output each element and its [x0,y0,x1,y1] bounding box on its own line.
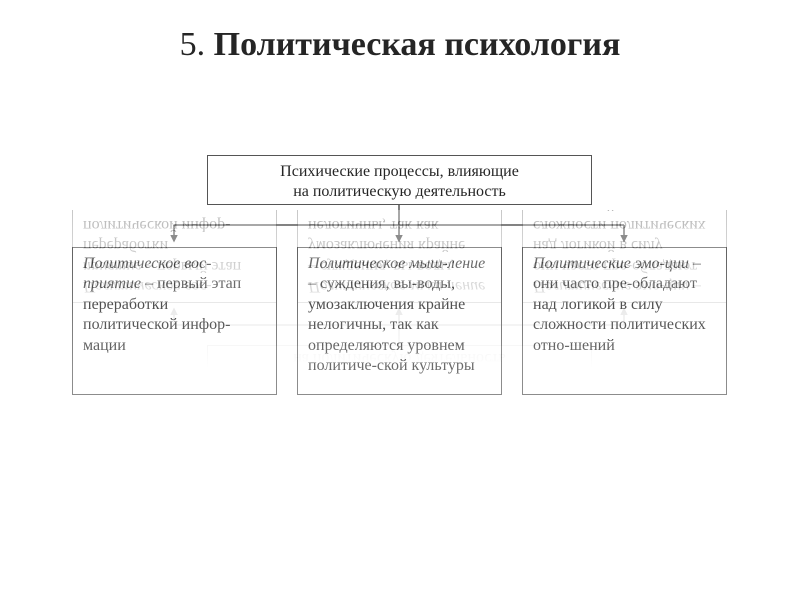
page: 5. Политическая психология Психические п… [0,0,800,600]
leaf-box-0: Политическое вос-приятие – первый этап п… [72,247,277,395]
title-number: 5. [180,26,206,63]
leaf-desc: – суждения, вы-воды, умозаключения крайн… [308,275,475,374]
title-text: Политическая психология [214,26,621,63]
page-title: 5. Политическая психология [0,0,800,64]
leaf-term: Политические эмо-ции [533,255,689,272]
root-box: Психические процессы, влияющиена политич… [207,155,592,205]
leaf-term: Политическое мыш-ление [308,255,485,272]
root-line: Психические процессы, влияющие [218,162,581,182]
leaf-box-1: Политическое мыш-ление – суждения, вы-во… [297,247,502,395]
leaf-box-2: Политические эмо-ции – они часто пре-обл… [522,247,727,395]
root-line: на политическую деятельность [218,182,581,202]
diagram: Психические процессы, влияющиена политич… [72,155,727,395]
